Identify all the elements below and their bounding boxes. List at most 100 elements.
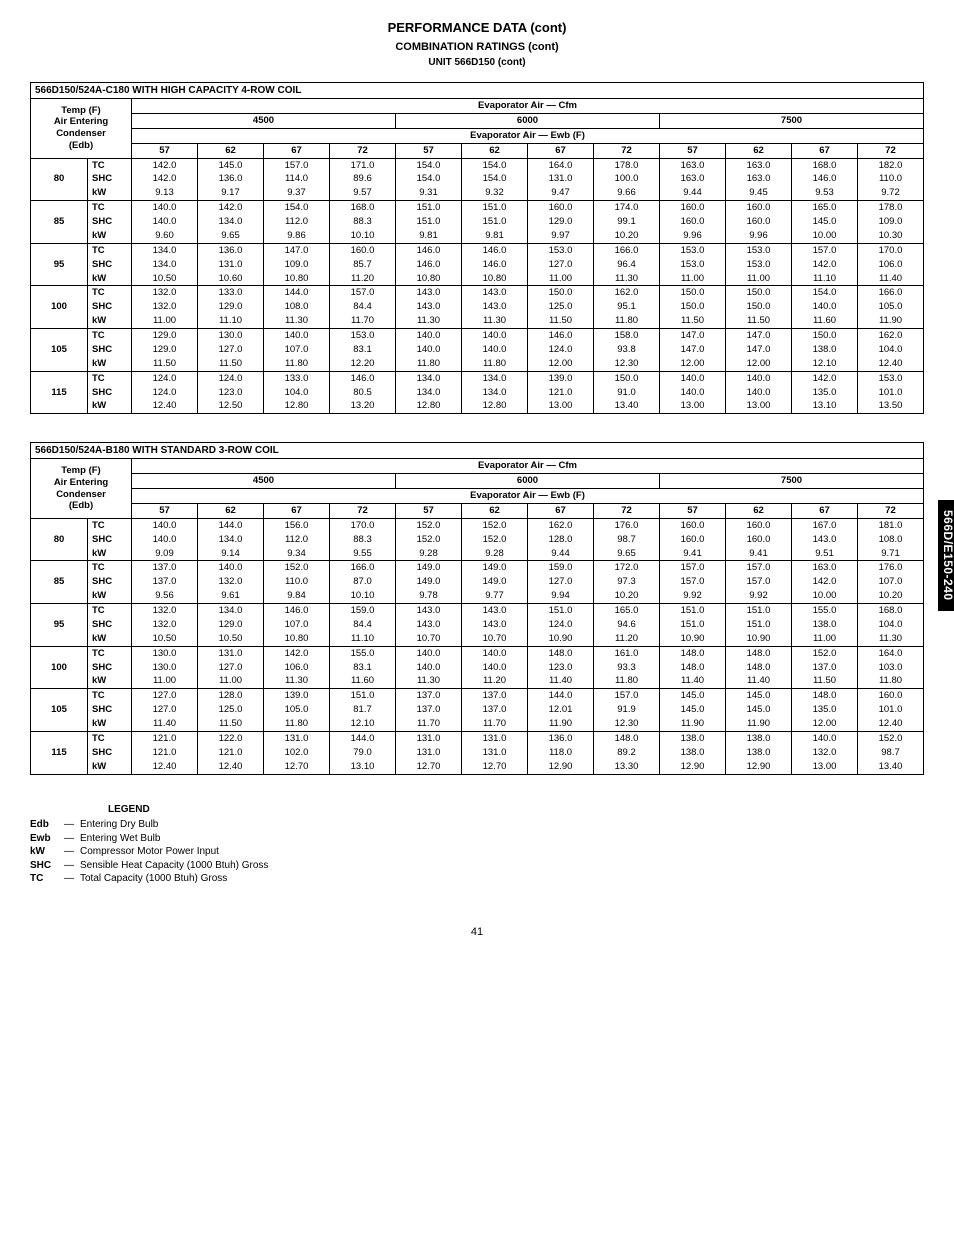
performance-table: Temp (F)Air EnteringCondenser(Edb)Evapor… xyxy=(30,98,924,414)
evap-air-cfm-header: Evaporator Air — Cfm xyxy=(132,99,924,114)
data-cell: 11.30 xyxy=(264,314,330,328)
data-cell: 131.0 xyxy=(462,746,528,760)
legend-title: LEGEND xyxy=(108,803,924,817)
data-cell: 9.44 xyxy=(660,186,726,200)
data-cell: 11.30 xyxy=(396,314,462,328)
data-cell: 131.0 xyxy=(264,731,330,745)
data-cell: 9.41 xyxy=(726,547,792,561)
evap-air-cfm-header: Evaporator Air — Cfm xyxy=(132,459,924,474)
data-cell: 151.0 xyxy=(396,201,462,215)
data-cell: 13.30 xyxy=(594,760,660,774)
data-cell: 134.0 xyxy=(396,386,462,400)
data-cell: 12.30 xyxy=(594,357,660,371)
data-cell: 138.0 xyxy=(726,731,792,745)
legend-block: LEGEND Edb—Entering Dry BulbEwb—Entering… xyxy=(30,803,924,886)
page-number: 41 xyxy=(30,926,924,938)
data-cell: 157.0 xyxy=(726,561,792,575)
data-cell: 178.0 xyxy=(858,201,924,215)
data-cell: 151.0 xyxy=(462,215,528,229)
data-cell: 12.90 xyxy=(660,760,726,774)
data-cell: 84.4 xyxy=(330,618,396,632)
data-cell: 160.0 xyxy=(528,201,594,215)
data-cell: 121.0 xyxy=(528,386,594,400)
metric-cell: kW xyxy=(88,272,132,286)
data-cell: 163.0 xyxy=(660,172,726,186)
data-cell: 150.0 xyxy=(660,286,726,300)
data-cell: 140.0 xyxy=(396,661,462,675)
data-cell: 142.0 xyxy=(792,371,858,385)
data-cell: 11.20 xyxy=(330,272,396,286)
data-cell: 172.0 xyxy=(594,561,660,575)
data-cell: 151.0 xyxy=(528,604,594,618)
data-cell: 11.80 xyxy=(396,357,462,371)
metric-cell: kW xyxy=(88,589,132,603)
data-cell: 12.90 xyxy=(528,760,594,774)
legend-desc: Sensible Heat Capacity (1000 Btuh) Gross xyxy=(80,859,268,873)
legend-row: Edb—Entering Dry Bulb xyxy=(30,818,924,832)
data-cell: 134.0 xyxy=(198,533,264,547)
ewb-col-header: 57 xyxy=(660,143,726,158)
data-cell: 12.70 xyxy=(396,760,462,774)
data-cell: 137.0 xyxy=(462,689,528,703)
ewb-col-header: 62 xyxy=(198,503,264,518)
data-cell: 152.0 xyxy=(792,646,858,660)
temp-cell: 80 xyxy=(31,518,88,561)
data-cell: 105.0 xyxy=(264,703,330,717)
metric-cell: kW xyxy=(88,632,132,646)
data-cell: 182.0 xyxy=(858,158,924,172)
data-cell: 142.0 xyxy=(264,646,330,660)
data-cell: 13.00 xyxy=(726,399,792,413)
data-cell: 11.30 xyxy=(462,314,528,328)
data-cell: 9.97 xyxy=(528,229,594,243)
data-cell: 129.0 xyxy=(132,329,198,343)
data-cell: 156.0 xyxy=(264,518,330,532)
data-cell: 10.30 xyxy=(858,229,924,243)
ewb-col-header: 67 xyxy=(528,503,594,518)
metric-cell: SHC xyxy=(88,661,132,675)
data-cell: 10.20 xyxy=(594,229,660,243)
ewb-col-header: 57 xyxy=(132,503,198,518)
data-cell: 152.0 xyxy=(396,533,462,547)
data-cell: 131.0 xyxy=(396,746,462,760)
data-cell: 131.0 xyxy=(198,258,264,272)
data-cell: 12.40 xyxy=(198,760,264,774)
data-cell: 152.0 xyxy=(462,533,528,547)
data-cell: 11.40 xyxy=(528,674,594,688)
data-cell: 144.0 xyxy=(330,731,396,745)
data-cell: 148.0 xyxy=(792,689,858,703)
legend-row: TC—Total Capacity (1000 Btuh) Gross xyxy=(30,872,924,886)
data-cell: 93.8 xyxy=(594,343,660,357)
data-cell: 142.0 xyxy=(132,158,198,172)
metric-cell: SHC xyxy=(88,258,132,272)
data-cell: 132.0 xyxy=(132,286,198,300)
data-cell: 13.50 xyxy=(858,399,924,413)
data-cell: 11.30 xyxy=(264,674,330,688)
ewb-col-header: 57 xyxy=(396,503,462,518)
data-cell: 10.20 xyxy=(594,589,660,603)
data-cell: 153.0 xyxy=(726,258,792,272)
data-cell: 12.00 xyxy=(660,357,726,371)
data-cell: 148.0 xyxy=(528,646,594,660)
data-cell: 88.3 xyxy=(330,215,396,229)
data-cell: 83.1 xyxy=(330,343,396,357)
data-cell: 11.30 xyxy=(858,632,924,646)
data-cell: 134.0 xyxy=(132,243,198,257)
legend-desc: Compressor Motor Power Input xyxy=(80,845,219,859)
ewb-col-header: 57 xyxy=(660,503,726,518)
data-cell: 165.0 xyxy=(594,604,660,618)
data-cell: 146.0 xyxy=(330,371,396,385)
temp-cell: 95 xyxy=(31,243,88,286)
data-cell: 124.0 xyxy=(132,371,198,385)
data-cell: 130.0 xyxy=(132,661,198,675)
data-cell: 140.0 xyxy=(462,343,528,357)
data-cell: 11.90 xyxy=(528,717,594,731)
data-cell: 176.0 xyxy=(858,561,924,575)
data-cell: 85.7 xyxy=(330,258,396,272)
ewb-col-header: 62 xyxy=(462,503,528,518)
data-cell: 11.00 xyxy=(726,272,792,286)
data-cell: 10.90 xyxy=(660,632,726,646)
data-cell: 144.0 xyxy=(264,286,330,300)
data-cell: 154.0 xyxy=(396,158,462,172)
data-cell: 9.31 xyxy=(396,186,462,200)
data-cell: 122.0 xyxy=(198,731,264,745)
